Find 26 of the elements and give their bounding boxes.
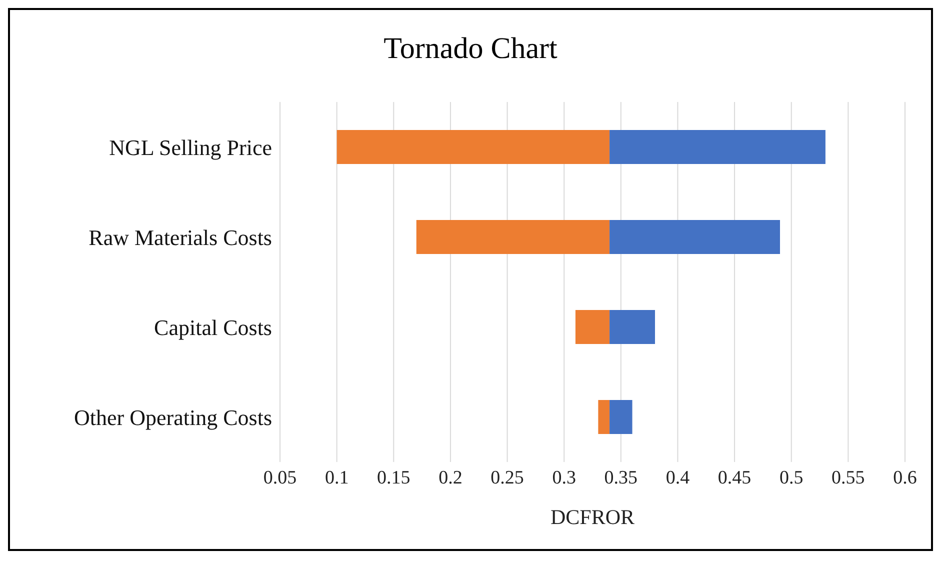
x-tick-label: 0.3 [552, 467, 576, 488]
x-tick-label: 0.15 [377, 467, 410, 488]
x-tick-label: 0.05 [263, 467, 297, 488]
bar [575, 310, 610, 344]
x-tick-label: 0.5 [779, 467, 804, 488]
y-tick-label: NGL Selling Price [109, 134, 272, 160]
x-tick-label: 0.25 [490, 467, 524, 488]
y-tick-label: Capital Costs [154, 314, 272, 340]
x-tick-label: 0.1 [324, 467, 349, 488]
x-axis-title: DCFROR [550, 505, 635, 529]
bar [610, 400, 632, 434]
chart-title: Tornado Chart [382, 31, 558, 67]
x-tick-label: 0.45 [718, 467, 752, 488]
x-tick-label: 0.6 [893, 467, 917, 488]
bar [610, 310, 655, 344]
bar [336, 130, 610, 164]
x-tick-label: 0.35 [604, 467, 638, 488]
y-tick-label: Raw Materials Costs [88, 224, 272, 250]
x-tick-label: 0.2 [438, 467, 462, 488]
bar [416, 220, 610, 254]
bar [610, 220, 780, 254]
bar [610, 130, 826, 164]
x-tick-label: 0.55 [832, 467, 865, 488]
y-tick-label: Other Operating Costs [74, 404, 272, 430]
x-tick-label: 0.4 [666, 467, 690, 488]
bar [598, 400, 610, 434]
